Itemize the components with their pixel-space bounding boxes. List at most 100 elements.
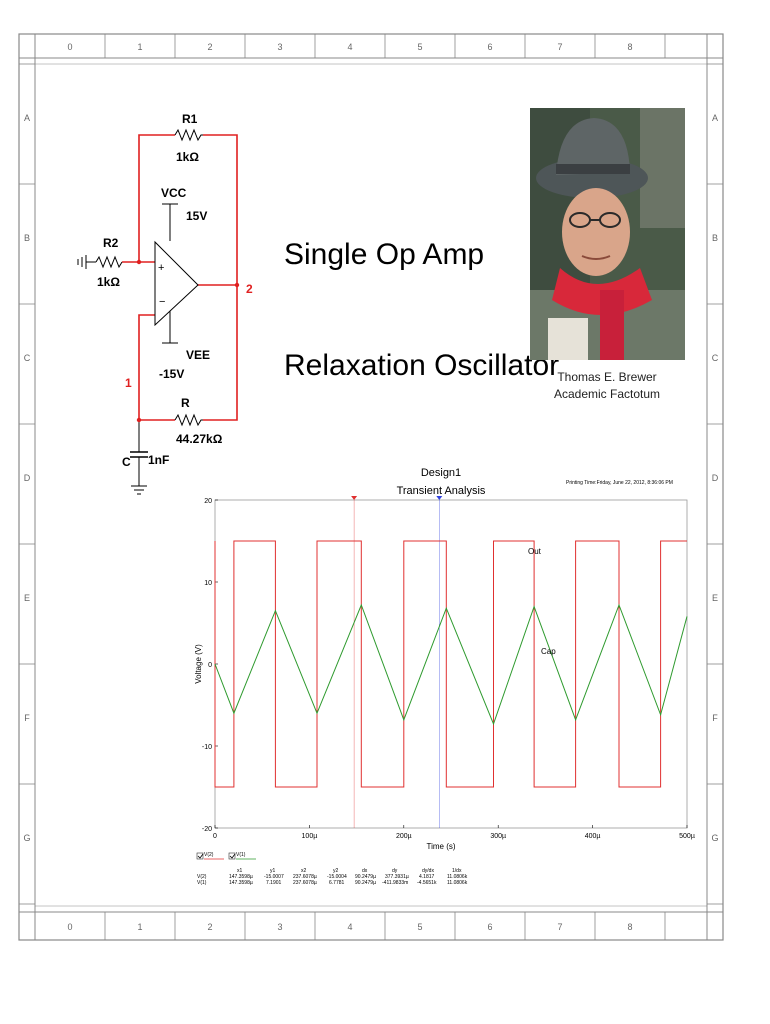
legend-checkbox-v2[interactable] bbox=[196, 852, 204, 860]
junction-dot bbox=[136, 259, 142, 265]
y-tick-label: 10 bbox=[204, 580, 212, 587]
ruler-row-label: F bbox=[712, 713, 718, 723]
ruler-row-label: C bbox=[24, 353, 31, 363]
ground-symbol-r2 bbox=[77, 255, 87, 269]
table-cell: 377.3931µ bbox=[385, 874, 409, 880]
ruler-row-label: E bbox=[712, 593, 718, 603]
ruler-column-label: 7 bbox=[557, 42, 562, 52]
x-axis-label: Time (s) bbox=[426, 842, 455, 851]
ruler-column-label: 2 bbox=[207, 42, 212, 52]
plot-area bbox=[214, 499, 688, 829]
sheet-frame bbox=[18, 33, 724, 941]
ruler-ticks bbox=[19, 34, 723, 940]
table-cell: -15.0004 bbox=[327, 874, 347, 880]
c-value: 1nF bbox=[148, 453, 169, 467]
ruler-labels: 0 0 1 1 2 2 3 3 4 4 5 5 6 6 7 7 8 8 A A B B C C D D E E F F G G bbox=[23, 42, 718, 932]
ruler-row-label: G bbox=[711, 833, 718, 843]
table-cell: 147.3598µ bbox=[229, 880, 253, 886]
row-name-v2: V(2) bbox=[197, 874, 207, 880]
table-cell: 11.0806k bbox=[447, 874, 468, 880]
ruler-column-label: 5 bbox=[417, 922, 422, 932]
ruler-column-label: 0 bbox=[67, 922, 72, 932]
vee-value: -15V bbox=[159, 367, 184, 381]
table-cell: -4.5651k bbox=[417, 880, 437, 886]
junction-dot bbox=[234, 282, 240, 288]
author-photo bbox=[530, 108, 685, 360]
junction-dot bbox=[136, 417, 142, 423]
col-header-invdx: 1/dx bbox=[452, 868, 462, 874]
col-header-dx: dx bbox=[362, 868, 368, 874]
table-cell: 4.1817 bbox=[419, 874, 435, 880]
transient-chart: 0 100µ 200µ 300µ 400µ 500µ -20 -10 0 10 20 Voltage… bbox=[194, 496, 695, 851]
vcc-name: VCC bbox=[161, 186, 187, 200]
cursor-table: x1 y1 x2 y2 dx dy dy/dx 1/dx V(2) 147.35… bbox=[197, 868, 468, 886]
table-cell: 237.6078µ bbox=[293, 874, 317, 880]
col-header-y1: y1 bbox=[270, 868, 276, 874]
series-label-out: Out bbox=[528, 547, 542, 556]
x-tick-label: 100µ bbox=[302, 833, 318, 840]
x-tick-label: 300µ bbox=[490, 833, 506, 840]
ruler-row-label: F bbox=[24, 713, 30, 723]
printing-time: Printing Time:Friday, June 22, 2012, 8:3… bbox=[566, 480, 673, 486]
table-cell: -15.0007 bbox=[264, 874, 284, 880]
x-tick-label: 200µ bbox=[396, 833, 412, 840]
series-label-cap: Cap bbox=[541, 647, 556, 656]
ruler-row-label: B bbox=[712, 233, 718, 243]
table-cell: 6.7781 bbox=[329, 880, 345, 886]
ruler-row-label: B bbox=[24, 233, 30, 243]
table-cell: 11.0806k bbox=[447, 880, 468, 886]
opamp-minus-sign: − bbox=[159, 296, 165, 308]
schematic: + − R1 1kΩ R2 1kΩ VCC 15V VEE -15V R 44.… bbox=[77, 112, 253, 495]
author-name: Thomas E. Brewer bbox=[557, 370, 656, 384]
ruler-column-label: 5 bbox=[417, 42, 422, 52]
plot-title: Design1 bbox=[421, 467, 461, 479]
ground-symbol-cap bbox=[131, 485, 147, 495]
legend-checkbox-v1[interactable] bbox=[228, 852, 236, 860]
col-header-dy: dy bbox=[392, 868, 398, 874]
black-wires bbox=[86, 203, 178, 486]
ruler-column-label: 3 bbox=[277, 42, 282, 52]
vee-name: VEE bbox=[186, 348, 210, 362]
y-tick-label: 20 bbox=[204, 498, 212, 505]
table-cell: 7.1901 bbox=[266, 880, 282, 886]
author-role: Academic Factotum bbox=[554, 387, 660, 401]
red-wires bbox=[122, 134, 238, 421]
opamp-symbol bbox=[154, 240, 199, 327]
ruler-column-label: 3 bbox=[277, 922, 282, 932]
cursor-layer bbox=[351, 496, 443, 828]
r1-value: 1kΩ bbox=[176, 150, 199, 164]
ruler-row-label: D bbox=[24, 473, 31, 483]
r2-value: 1kΩ bbox=[97, 275, 120, 289]
y-axis-label: Voltage (V) bbox=[194, 644, 203, 684]
vcc-value: 15V bbox=[186, 209, 207, 223]
series-layer bbox=[214, 540, 688, 788]
r1-name: R1 bbox=[182, 112, 198, 126]
ruler-column-label: 8 bbox=[627, 42, 632, 52]
legend: V(2) V(1) bbox=[196, 852, 256, 860]
cursor-handle[interactable] bbox=[436, 496, 443, 500]
ruler-column-label: 1 bbox=[137, 922, 142, 932]
y-tick-label: -10 bbox=[202, 744, 212, 751]
r-name: R bbox=[181, 396, 190, 410]
ruler-row-label: A bbox=[24, 113, 30, 123]
x-tick-label: 0 bbox=[213, 833, 217, 840]
ruler-column-label: 2 bbox=[207, 922, 212, 932]
tick-layer: 0 100µ 200µ 300µ 400µ 500µ -20 -10 0 10 20 bbox=[202, 498, 695, 840]
ruler-row-label: D bbox=[712, 473, 719, 483]
y-tick-label: 0 bbox=[208, 662, 212, 669]
title-line-2: Relaxation Oscillator bbox=[284, 349, 559, 382]
r2-name: R2 bbox=[103, 236, 119, 250]
net-label-out: 2 bbox=[246, 282, 253, 296]
c-name: C bbox=[122, 455, 131, 469]
ruler-column-label: 6 bbox=[487, 42, 492, 52]
resistor-r bbox=[174, 413, 203, 427]
ruler-column-label: 7 bbox=[557, 922, 562, 932]
col-header-dydx: dy/dx bbox=[422, 868, 434, 874]
r-value: 44.27kΩ bbox=[176, 432, 223, 446]
check-icon bbox=[229, 853, 236, 859]
cursor-handle[interactable] bbox=[351, 496, 358, 500]
y-tick-label: -20 bbox=[202, 826, 212, 833]
series-line-out bbox=[214, 540, 687, 788]
capacitor-c bbox=[130, 451, 148, 458]
ruler-row-label: E bbox=[24, 593, 30, 603]
